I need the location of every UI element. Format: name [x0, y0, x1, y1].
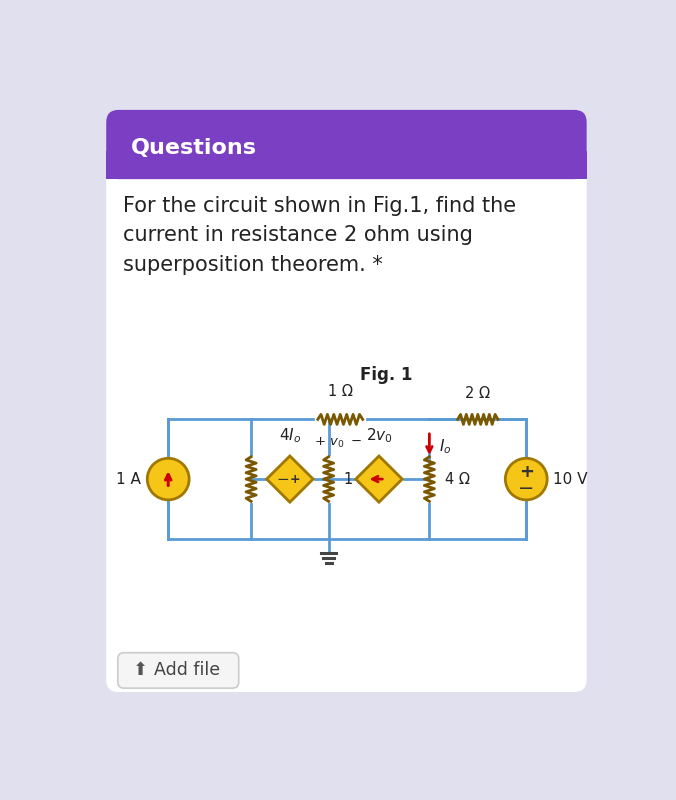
Text: $+\ v_0\ -$: $+\ v_0\ -$: [314, 436, 362, 450]
Text: +: +: [290, 473, 301, 486]
Text: ⬆: ⬆: [132, 662, 148, 679]
FancyBboxPatch shape: [106, 110, 587, 179]
Text: +: +: [518, 463, 534, 481]
Text: Add file: Add file: [154, 662, 220, 679]
Text: 1 A: 1 A: [116, 471, 141, 486]
Text: −: −: [518, 479, 535, 498]
Text: For the circuit shown in Fig.1, find the: For the circuit shown in Fig.1, find the: [123, 196, 516, 216]
Circle shape: [147, 458, 189, 500]
Text: −: −: [276, 471, 289, 486]
Text: 1 Ω: 1 Ω: [344, 471, 369, 486]
Circle shape: [506, 458, 547, 500]
Text: 10 V: 10 V: [554, 471, 588, 486]
Text: 4 Ω: 4 Ω: [266, 471, 291, 486]
Text: $I_o$: $I_o$: [439, 438, 451, 456]
Text: $2v_0$: $2v_0$: [366, 426, 393, 445]
FancyBboxPatch shape: [118, 653, 239, 688]
Text: 4 Ω: 4 Ω: [445, 471, 470, 486]
Polygon shape: [266, 456, 313, 502]
FancyBboxPatch shape: [106, 110, 587, 692]
Text: Questions: Questions: [131, 138, 257, 158]
Text: Fig. 1: Fig. 1: [360, 366, 413, 383]
Text: $4I_o$: $4I_o$: [279, 426, 301, 445]
Text: superposition theorem. *: superposition theorem. *: [123, 254, 383, 274]
Text: 2 Ω: 2 Ω: [465, 386, 490, 401]
Text: 1 Ω: 1 Ω: [328, 384, 353, 399]
Polygon shape: [356, 456, 402, 502]
Text: current in resistance 2 ohm using: current in resistance 2 ohm using: [123, 226, 473, 246]
Bar: [106, 151, 587, 179]
